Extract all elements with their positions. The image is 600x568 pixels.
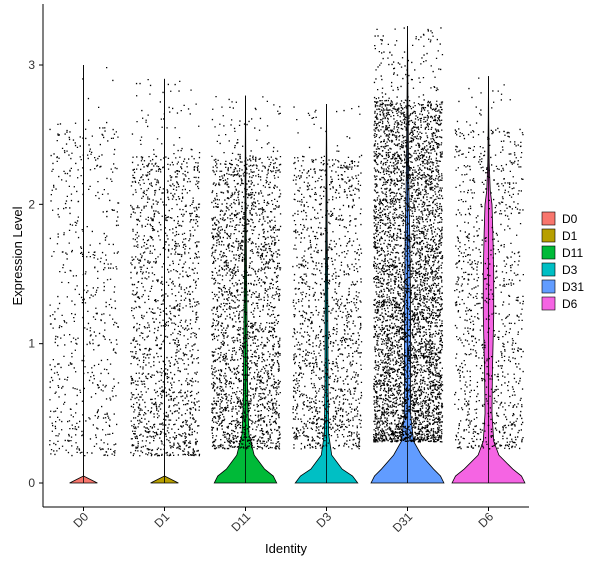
legend-label-d1: D1 — [562, 229, 578, 243]
y-tick-label: 2 — [28, 197, 35, 211]
points-d1 — [130, 79, 201, 457]
points-d6 — [454, 77, 524, 450]
points-d11 — [211, 96, 282, 450]
y-axis: 0 1 2 3 — [28, 4, 44, 507]
legend-key-d6 — [541, 296, 556, 311]
legend-key-d11 — [541, 245, 556, 260]
legend-key-d1 — [541, 228, 556, 243]
x-tick-label-d31: D31 — [390, 509, 416, 535]
x-tick-label-d6: D6 — [476, 509, 497, 530]
legend-label-d31: D31 — [562, 280, 584, 294]
legend-label-d6: D6 — [562, 297, 578, 311]
y-tick-label: 3 — [28, 58, 35, 72]
legend-label-d0: D0 — [562, 212, 578, 226]
x-axis-title: Identity — [265, 541, 307, 556]
legend-label-d3: D3 — [562, 263, 578, 277]
legend-key-d3 — [541, 262, 556, 277]
jitter-points — [49, 27, 524, 457]
legend-label-d11: D11 — [562, 246, 583, 260]
points-d3 — [292, 105, 363, 450]
x-tick-label-d1: D1 — [152, 509, 173, 530]
violins — [69, 25, 526, 484]
legend-key-d31 — [541, 279, 556, 294]
legend-key-d0 — [541, 211, 556, 226]
x-tick-label-d11: D11 — [228, 509, 253, 534]
y-axis-title: Expression Level — [10, 206, 25, 305]
points-d31 — [373, 27, 444, 443]
points-d0 — [49, 67, 120, 457]
y-tick-label: 1 — [28, 337, 35, 351]
max-lines — [83, 25, 489, 483]
x-tick-label-d0: D0 — [71, 509, 92, 530]
plot-area — [49, 25, 526, 484]
y-tick-label: 0 — [28, 476, 35, 490]
legend: D0 D1 D11 D3 D31 D6 — [541, 211, 584, 311]
x-tick-label-d3: D3 — [314, 509, 335, 530]
x-axis: D0 D1 D11 D3 D31 D6 — [43, 506, 529, 535]
